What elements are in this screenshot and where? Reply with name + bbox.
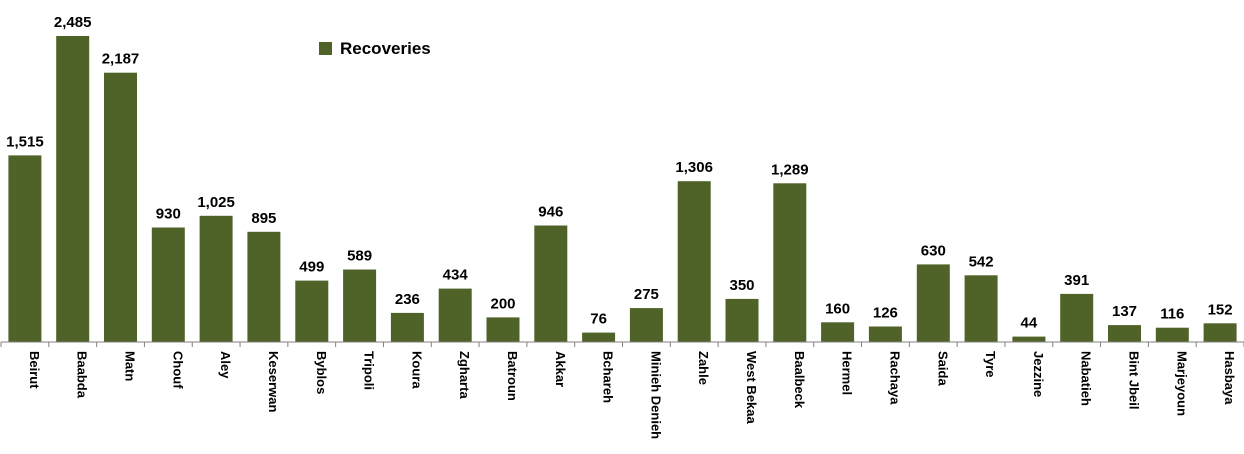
value-label: 350 — [729, 277, 754, 294]
category-label: Baalbeck — [792, 351, 807, 409]
bar-west-bekaa — [725, 298, 759, 342]
value-label: 126 — [873, 305, 898, 322]
legend: Recoveries — [319, 39, 431, 58]
bar-marjeyoun — [1155, 327, 1189, 342]
bar-koura — [390, 312, 424, 342]
value-label: 116 — [1160, 306, 1184, 323]
category-label: Batroun — [505, 351, 520, 401]
category-label: Nabatieh — [1079, 351, 1094, 406]
category-label: Hermel — [840, 351, 855, 395]
value-label: 542 — [969, 253, 994, 270]
bar-byblos — [295, 280, 329, 342]
bar-zahle — [677, 181, 711, 342]
category-label: Bchareh — [601, 351, 616, 403]
bar-rachaya — [868, 326, 902, 342]
category-label: Matn — [123, 351, 138, 381]
bar-hasbaya — [1203, 323, 1237, 342]
category-label: Baabda — [75, 351, 90, 399]
bar-batroun — [486, 317, 520, 342]
value-label: 152 — [1208, 301, 1233, 318]
category-label: Jezzine — [1031, 351, 1046, 397]
value-label: 946 — [538, 204, 563, 221]
bar-baalbeck — [773, 183, 807, 342]
bar-bchareh — [582, 332, 616, 342]
value-label: 160 — [825, 300, 850, 317]
value-label: 2,485 — [54, 14, 92, 31]
bar-bint-jbeil — [1108, 325, 1141, 342]
category-label: Saida — [935, 351, 950, 386]
value-label: 589 — [347, 248, 372, 265]
bar-nabatieh — [1060, 293, 1094, 342]
value-label: 76 — [590, 311, 607, 328]
category-label: Tripoli — [362, 351, 377, 390]
bar-tyre — [964, 275, 998, 342]
value-label: 137 — [1112, 303, 1137, 320]
bar-akkar — [534, 225, 568, 342]
value-label: 200 — [490, 295, 515, 312]
category-label: Minieh Denieh — [648, 351, 663, 439]
category-label: Aley — [218, 351, 233, 379]
value-label: 1,515 — [6, 133, 44, 150]
legend-swatch — [319, 42, 332, 55]
bar-chouf — [151, 227, 185, 342]
bar-saida — [916, 264, 950, 342]
value-labels-group: 1,515 2,485 2,187 930 1,025 895 499 589 236 434 20… — [6, 14, 1232, 332]
category-labels-group: Beirut Baabda Matn Chouf Aley Keserwan Byblos T… — [27, 351, 1237, 439]
category-label: Akkar — [553, 351, 568, 387]
value-label: 434 — [443, 267, 469, 284]
value-label: 44 — [1021, 315, 1038, 332]
bar-aley — [199, 215, 233, 342]
bar-matn — [104, 72, 137, 342]
category-label: Keserwan — [266, 351, 281, 412]
bar-jezzine — [1012, 336, 1046, 342]
value-label: 391 — [1064, 272, 1089, 289]
value-label: 1,289 — [771, 161, 809, 178]
bars-group — [8, 36, 1237, 342]
value-label: 2,187 — [102, 51, 140, 68]
category-label: Byblos — [314, 351, 329, 394]
value-label: 895 — [251, 210, 276, 227]
bar-beirut — [8, 155, 42, 342]
category-label: Marjeyoun — [1174, 351, 1189, 416]
category-label: Beirut — [27, 351, 42, 389]
value-label: 236 — [395, 291, 420, 308]
value-label: 930 — [156, 206, 181, 223]
category-label: Zgharta — [457, 351, 472, 399]
bar-zgharta — [438, 288, 472, 342]
category-label: Bint Jbeil — [1127, 351, 1142, 410]
value-label: 499 — [299, 259, 324, 276]
category-label: Chouf — [170, 351, 185, 389]
bar-tripoli — [343, 269, 377, 342]
x-axis-ticks — [0, 342, 1244, 347]
bar-keserwan — [247, 231, 281, 342]
category-label: Tyre — [983, 351, 998, 378]
category-label: Koura — [409, 351, 424, 389]
bar-baabda — [56, 36, 90, 342]
value-label: 275 — [634, 286, 659, 303]
category-label: Rachaya — [887, 351, 902, 405]
category-label: Hasbaya — [1222, 351, 1237, 405]
value-label: 630 — [921, 242, 946, 259]
bar-hermel — [821, 322, 855, 342]
legend-label: Recoveries — [340, 39, 431, 58]
category-label: West Bekaa — [744, 351, 759, 425]
bar-minieh-denieh — [629, 308, 663, 342]
value-label: 1,025 — [197, 194, 235, 211]
category-label: Zahle — [696, 351, 711, 385]
value-label: 1,306 — [675, 159, 713, 176]
